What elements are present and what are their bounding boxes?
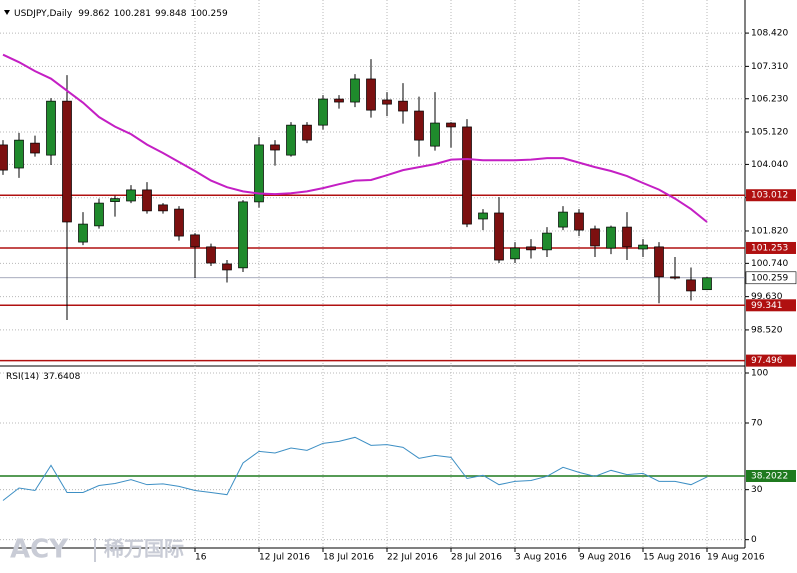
candle-body — [686, 279, 696, 292]
level-label-bg — [746, 189, 796, 202]
moving-average — [2, 53, 708, 223]
candle-body — [366, 78, 376, 111]
candle-body — [302, 124, 312, 141]
candle-body — [702, 277, 712, 291]
x-tick-label: 16 — [195, 553, 207, 563]
menu-arrow — [4, 10, 10, 15]
x-tick-label: 12 Jul 2016 — [259, 553, 310, 563]
high: 100.281 — [114, 9, 151, 19]
x-tick-label: 22 Jul 2016 — [387, 553, 438, 563]
candle-body — [110, 198, 120, 202]
level-label: 97.496 — [751, 356, 783, 366]
candle-body — [430, 122, 440, 147]
y-tick-label: 98.520 — [751, 325, 783, 335]
x-tick-label: 15 Aug 2016 — [643, 553, 701, 563]
candle-body — [638, 244, 648, 250]
x-tick-label: 19 Aug 2016 — [707, 553, 765, 563]
y-tick-label: 108.420 — [751, 29, 788, 39]
candle-body — [446, 122, 456, 128]
candle-body — [670, 276, 680, 279]
y-tick-label: 99.630 — [751, 292, 783, 302]
y-tick-label: 30 — [751, 485, 763, 495]
candle-body — [558, 211, 568, 228]
rsi-title: RSI(14) — [6, 372, 39, 382]
candle-body — [590, 228, 600, 247]
candle-body — [174, 208, 184, 237]
rsi-header: RSI(14) 37.6408 — [6, 372, 81, 382]
watermark: ACY 稀万国际 — [10, 535, 184, 565]
candle-body — [0, 144, 8, 171]
level-label: 38.2022 — [751, 471, 788, 481]
low: 99.848 — [155, 9, 187, 19]
candle-body — [78, 223, 88, 243]
candle-body — [334, 98, 344, 103]
candle-body — [398, 100, 408, 112]
candle-body — [126, 189, 136, 202]
candle-body — [478, 212, 488, 220]
candle-body — [238, 201, 248, 269]
level-label-bg — [746, 354, 796, 367]
level-label: 101.253 — [751, 243, 788, 253]
candle-body — [654, 246, 664, 278]
watermark-brand: ACY — [10, 535, 69, 565]
candle-body — [62, 100, 72, 223]
level-label-bg — [746, 469, 796, 482]
candle-body — [14, 139, 24, 169]
y-tick-label: 100 — [751, 369, 768, 379]
candle-body — [270, 144, 280, 151]
watermark-name: 稀万国际 — [104, 537, 184, 561]
y-tick-label: 107.310 — [751, 62, 788, 72]
candle-body — [318, 98, 328, 126]
level-label-bg — [746, 241, 796, 254]
candle-body — [622, 226, 632, 248]
x-tick-label: 9 Aug 2016 — [579, 553, 631, 563]
x-tick-label: 3 Aug 2016 — [515, 553, 567, 563]
y-tick-label: 104.040 — [751, 160, 788, 170]
candle-body — [158, 204, 168, 212]
candle-body — [254, 144, 264, 203]
candle-body — [574, 212, 584, 231]
candle-body — [510, 247, 520, 260]
rsi-value: 37.6408 — [43, 372, 80, 382]
x-tick-label: 28 Jul 2016 — [451, 553, 502, 563]
candle-body — [494, 212, 504, 261]
y-tick-label: 100.740 — [751, 259, 788, 269]
candle-body — [190, 234, 200, 248]
candle-body — [350, 78, 360, 103]
y-tick-label: 106.230 — [751, 94, 788, 104]
candle-body — [30, 142, 40, 154]
candle-body — [526, 246, 536, 251]
chart-header: USDJPY,Daily 99.862 100.281 99.848 100.259 — [14, 9, 228, 19]
candle-body — [94, 202, 104, 227]
candle-body — [414, 110, 424, 141]
candle-body — [542, 232, 552, 251]
candle-body — [462, 126, 472, 225]
candle-body — [286, 124, 296, 156]
current-price-label: 100.259 — [751, 273, 788, 283]
level-label-bg — [746, 299, 796, 312]
candle-body — [46, 100, 56, 156]
y-tick-label: 70 — [751, 419, 763, 429]
candle-body — [222, 263, 232, 271]
open: 99.862 — [78, 9, 110, 19]
symbol: USDJPY,Daily — [14, 9, 73, 19]
level-label: 99.341 — [751, 301, 783, 311]
level-label: 103.012 — [751, 191, 788, 201]
candle-body — [606, 226, 616, 249]
candle-body — [382, 99, 392, 105]
candle-body — [142, 189, 152, 212]
y-tick-label: 101.820 — [751, 226, 788, 236]
rsi-line — [2, 436, 708, 501]
y-tick-label: 0 — [751, 535, 757, 545]
close: 100.259 — [190, 9, 227, 19]
y-tick-label: 105.120 — [751, 128, 788, 138]
x-tick-label: 18 Jul 2016 — [323, 553, 374, 563]
current-price-label-bg — [745, 271, 797, 285]
candle-body — [206, 246, 216, 264]
